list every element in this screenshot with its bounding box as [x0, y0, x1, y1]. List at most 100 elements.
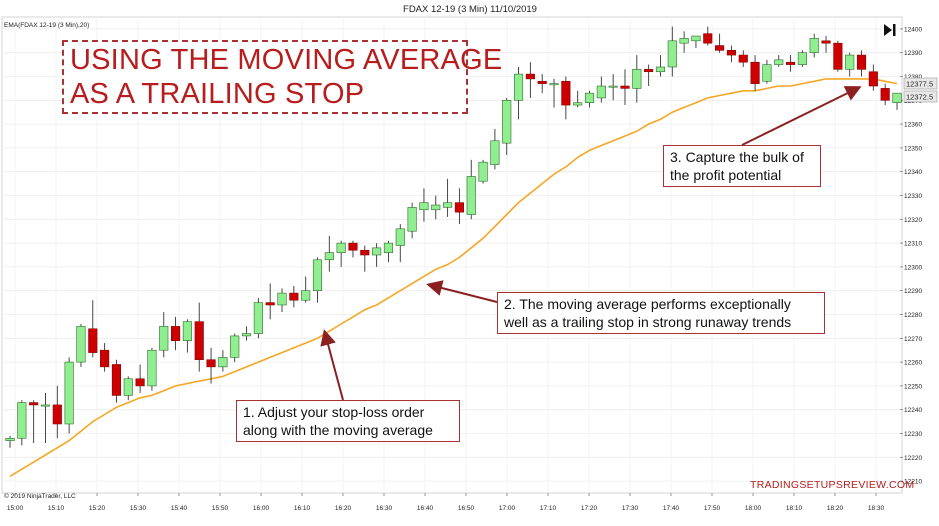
- x-tick-label: 15:00: [7, 505, 24, 512]
- candle-body-up: [679, 38, 689, 44]
- candle-body-up: [277, 292, 287, 306]
- candle: [561, 76, 571, 120]
- price-tag-2: 12372.5: [906, 93, 933, 102]
- candle: [655, 55, 666, 77]
- candle: [856, 50, 867, 77]
- y-tick-label: 12400: [904, 26, 922, 33]
- candle-body-up: [230, 335, 240, 358]
- candle-body-down: [171, 326, 181, 341]
- x-tick-label: 17:10: [540, 505, 557, 512]
- y-tick-label: 12380: [904, 74, 922, 81]
- skip-to-end-icon[interactable]: [884, 24, 896, 36]
- candle-body-down: [750, 61, 760, 84]
- candle: [845, 52, 855, 77]
- x-tick-label: 18:20: [827, 505, 844, 512]
- candle: [620, 69, 630, 106]
- candles: [5, 26, 902, 448]
- plot-border: [1, 16, 903, 494]
- candle-body-up: [372, 247, 382, 256]
- x-tick-label: 15:50: [212, 505, 229, 512]
- x-tick-label: 16:10: [294, 505, 311, 512]
- candle-body-up: [443, 202, 453, 208]
- candle-body-down: [833, 42, 843, 70]
- x-tick-label: 15:40: [171, 505, 188, 512]
- candle: [715, 33, 725, 53]
- candle: [218, 350, 228, 372]
- candle-body-up: [573, 102, 583, 106]
- candle: [880, 83, 890, 106]
- candle: [135, 364, 145, 394]
- candle-body-up: [762, 64, 772, 82]
- x-tick-label: 16:30: [376, 505, 393, 512]
- candle-body-up: [549, 83, 559, 86]
- candle: [52, 385, 62, 439]
- candle-body-up: [797, 52, 807, 65]
- arrow-1: [320, 329, 344, 401]
- candle-body-down: [561, 80, 571, 106]
- candle-body-up: [395, 228, 405, 246]
- candle-body-up: [655, 66, 666, 73]
- candle: [726, 45, 736, 63]
- candle-body-up: [490, 140, 500, 165]
- candle-body-down: [454, 202, 464, 213]
- candle: [289, 285, 299, 308]
- y-tick-label: 12340: [904, 169, 922, 176]
- candle: [395, 224, 405, 263]
- candle-body-down: [703, 33, 713, 44]
- candle: [892, 92, 902, 110]
- y-tick-label: 12280: [904, 312, 922, 319]
- candle-body-down: [644, 69, 654, 73]
- candle-body-up: [478, 161, 488, 182]
- candle: [537, 74, 547, 94]
- candle: [301, 276, 311, 303]
- candle: [336, 240, 346, 267]
- candle-body-down: [206, 359, 216, 368]
- y-tick-label: 12250: [904, 383, 922, 390]
- candle-body-down: [100, 349, 110, 368]
- candle: [40, 393, 51, 444]
- annotation-2-line-2: well as a trailing stop in strong runawa…: [504, 314, 792, 330]
- watermark: TRADINGSETUPSREVIEW.COM: [750, 479, 914, 491]
- candle-body-up: [809, 38, 819, 53]
- x-tick-label: 15:20: [89, 505, 106, 512]
- candle: [206, 347, 216, 384]
- x-tick-label: 18:30: [868, 505, 885, 512]
- candle-body-down: [194, 321, 204, 361]
- x-tick-label: 17:20: [581, 505, 598, 512]
- candle: [111, 359, 121, 403]
- candle: [419, 188, 429, 222]
- x-tick-label: 17:50: [704, 505, 721, 512]
- candle-body-down: [715, 45, 725, 51]
- candle: [159, 312, 169, 358]
- candle: [76, 324, 86, 367]
- indicator-label: EMA(FDAX 12-19 (3 Min),20): [4, 22, 89, 29]
- candle: [490, 128, 500, 170]
- x-tick-label: 17:40: [663, 505, 680, 512]
- annotation-3-line-1: 3. Capture the bulk of: [670, 149, 804, 165]
- x-tick-label: 16:00: [253, 505, 270, 512]
- candle: [383, 240, 394, 263]
- candle: [312, 257, 323, 303]
- candle: [372, 243, 382, 267]
- candle-body-down: [265, 302, 275, 306]
- headline-line-2: AS A TRAILING STOP: [70, 78, 365, 110]
- annotation-1-line-2: along with the moving average: [243, 422, 433, 438]
- candle-body-up: [584, 92, 595, 103]
- candle: [691, 35, 701, 48]
- y-tick-label: 12360: [904, 122, 922, 129]
- candle-body-down: [726, 50, 736, 56]
- y-tick-label: 12270: [904, 336, 922, 343]
- candle-body-down: [525, 73, 535, 80]
- candle: [833, 40, 843, 72]
- candle-body-up: [17, 402, 27, 439]
- annotation-3: 3. Capture the bulk of the profit potent…: [663, 145, 821, 187]
- headline-line-1: USING THE MOVING AVERAGE: [70, 44, 503, 76]
- x-tick-label: 15:10: [48, 505, 65, 512]
- candle-body-up: [147, 349, 157, 387]
- candle-body-up: [76, 326, 86, 363]
- y-tick-label: 12240: [904, 407, 922, 414]
- candle: [431, 195, 441, 220]
- candle: [797, 50, 807, 67]
- candle-body-up: [502, 100, 512, 144]
